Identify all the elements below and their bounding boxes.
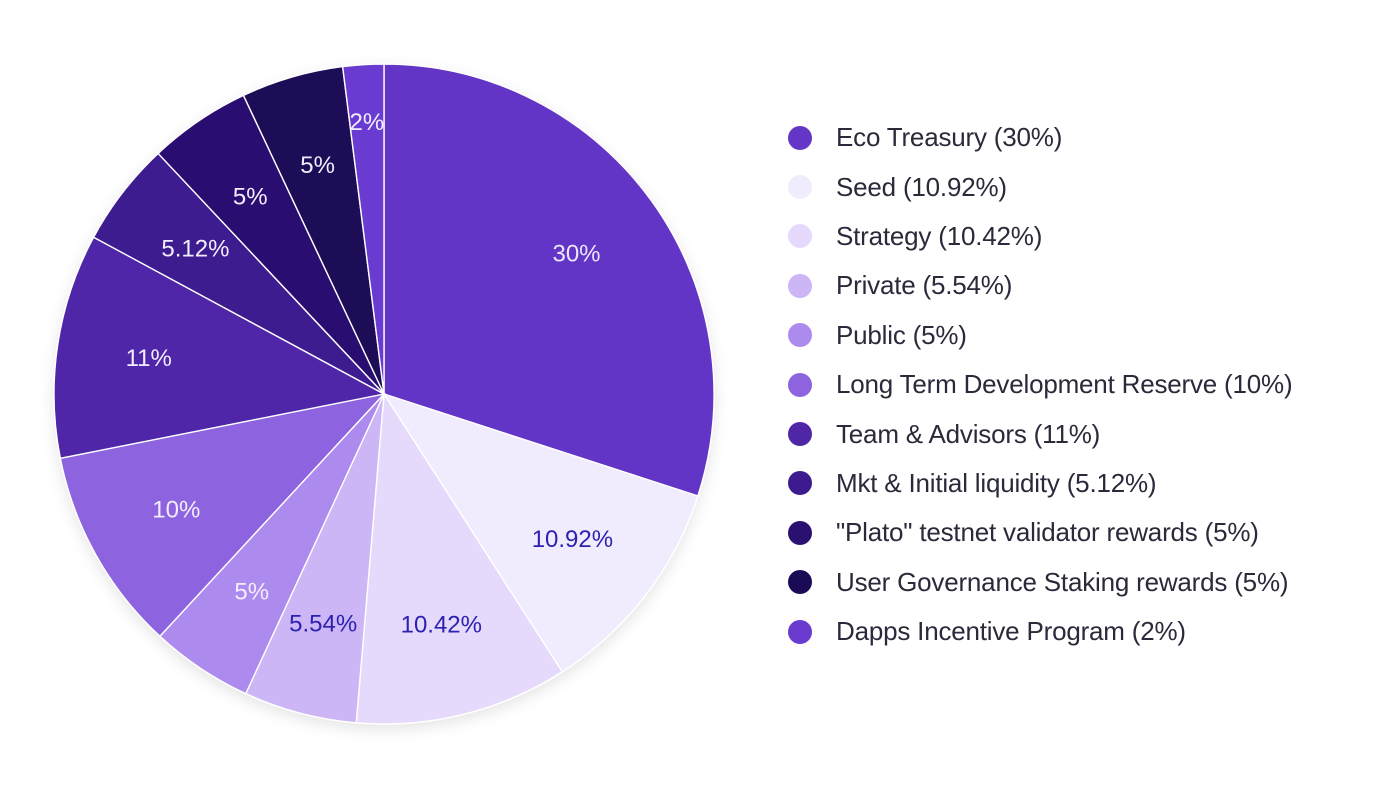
legend-item: Mkt & Initial liquidity (5.12%) bbox=[788, 459, 1292, 508]
legend-item: Eco Treasury (30%) bbox=[788, 113, 1292, 162]
legend-swatch-icon bbox=[788, 471, 812, 496]
legend-swatch-icon bbox=[788, 520, 812, 545]
legend-item: Private (5.54%) bbox=[788, 261, 1292, 310]
pie-slice-10 bbox=[341, 63, 385, 395]
pie-chart: 30%10.92%10.42%5.54%5%10%11%5.12%5%5%2% bbox=[53, 63, 715, 725]
slice-label-1: 10.92% bbox=[532, 526, 613, 553]
legend-swatch-icon bbox=[788, 570, 812, 595]
legend-swatch-icon bbox=[788, 323, 812, 348]
legend-label: Mkt & Initial liquidity (5.12%) bbox=[836, 467, 1157, 498]
legend-label: User Governance Staking rewards (5%) bbox=[836, 566, 1289, 597]
legend-swatch-icon bbox=[788, 273, 812, 298]
legend-item: Public (5%) bbox=[788, 311, 1292, 360]
legend-label: "Plato" testnet validator rewards (5%) bbox=[836, 517, 1259, 548]
slice-label-3: 5.54% bbox=[289, 611, 357, 638]
pie-slice-0 bbox=[383, 63, 715, 497]
legend-swatch-icon bbox=[788, 422, 812, 447]
legend-item: "Plato" testnet validator rewards (5%) bbox=[788, 508, 1292, 557]
legend-item: Team & Advisors (11%) bbox=[788, 409, 1292, 458]
legend-swatch-icon bbox=[788, 619, 812, 644]
legend-swatch-icon bbox=[788, 175, 812, 200]
pie-slice-2 bbox=[355, 391, 564, 725]
pie-slice-labels: 30%10.92%10.42%5.54%5%10%11%5.12%5%5%2% bbox=[126, 109, 614, 639]
legend-swatch-icon bbox=[788, 224, 812, 249]
legend-label: Long Term Development Reserve (10%) bbox=[836, 369, 1293, 400]
slice-label-2: 10.42% bbox=[401, 612, 482, 639]
slice-label-8: 5% bbox=[233, 184, 268, 211]
pie-slice-6 bbox=[53, 236, 387, 460]
legend-item: Long Term Development Reserve (10%) bbox=[788, 360, 1293, 409]
slice-label-0: 30% bbox=[552, 241, 600, 268]
legend-swatch-icon bbox=[788, 372, 812, 397]
legend-label: Dapps Incentive Program (2%) bbox=[836, 616, 1186, 647]
slice-label-9: 5% bbox=[300, 152, 335, 179]
legend-label: Eco Treasury (30%) bbox=[836, 122, 1063, 153]
pie-slice-5 bbox=[59, 392, 386, 638]
legend-label: Private (5.54%) bbox=[836, 270, 1013, 301]
legend-label: Team & Advisors (11%) bbox=[836, 418, 1101, 449]
legend-item: Dapps Incentive Program (2%) bbox=[788, 607, 1292, 656]
slice-label-5: 10% bbox=[152, 497, 200, 524]
legend-label: Seed (10.92%) bbox=[836, 171, 1007, 202]
slice-label-6: 11% bbox=[126, 345, 172, 372]
legend-item: User Governance Staking rewards (5%) bbox=[788, 558, 1292, 607]
legend: Eco Treasury (30%) Seed (10.92%) Strategy … bbox=[788, 113, 1293, 656]
pie-slices bbox=[53, 63, 715, 725]
legend-label: Strategy (10.42%) bbox=[836, 220, 1043, 251]
legend-swatch-icon bbox=[788, 125, 812, 150]
slice-label-10: 2% bbox=[350, 109, 385, 136]
slice-label-4: 5% bbox=[234, 578, 269, 605]
legend-label: Public (5%) bbox=[836, 319, 967, 350]
legend-item: Seed (10.92%) bbox=[788, 162, 1292, 211]
pie-slice-1 bbox=[382, 392, 699, 673]
slice-label-7: 5.12% bbox=[161, 235, 229, 262]
legend-item: Strategy (10.42%) bbox=[788, 212, 1292, 261]
